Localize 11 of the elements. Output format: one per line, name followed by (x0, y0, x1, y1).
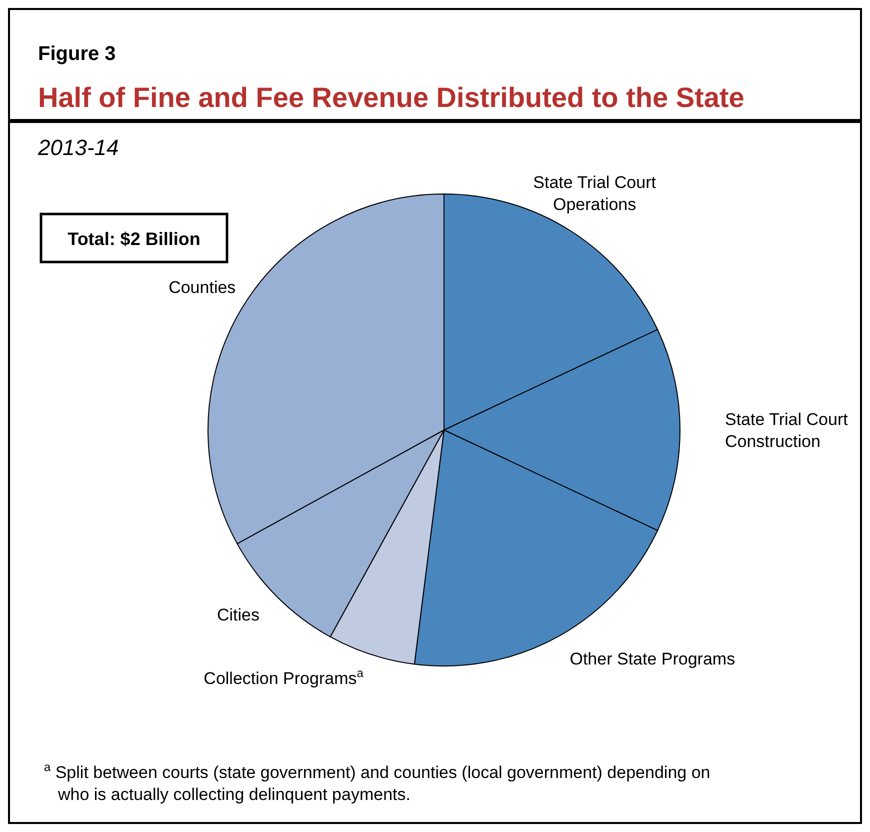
caption: Figure 3 (38, 43, 116, 65)
slice-label: State Trial Court Construction (725, 410, 848, 451)
text: Total: $2 Billion (68, 229, 200, 249)
chart-title: Half of Fine and Fee Revenue Distributed to the State (38, 82, 744, 113)
text: $^{a}$ Split between courts (state government) and counties (local government) depending on who is actually collecting delinquent payments. (44, 760, 710, 804)
slice-label: State Trial Court Operations (533, 172, 656, 214)
slice-label: Collection Programs$^{a}$ (204, 666, 364, 688)
slice-label: Cities (216, 606, 260, 625)
chart-subtitle: 2013-14 (37, 135, 119, 160)
slice-label: Counties (168, 278, 236, 297)
slice-label: Other State Programs (570, 650, 736, 669)
